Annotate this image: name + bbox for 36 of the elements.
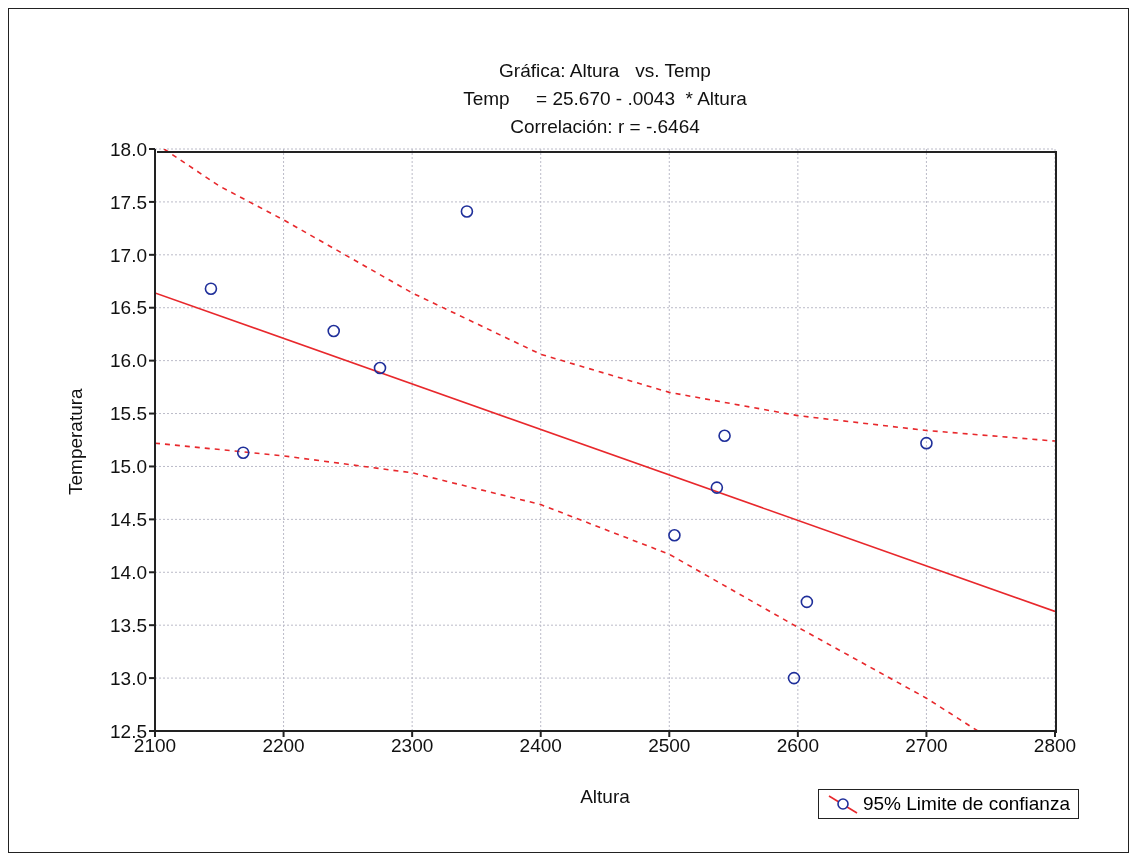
y-tick-label: 13.0 bbox=[110, 667, 147, 689]
x-tick-label: 2200 bbox=[262, 735, 305, 757]
y-tick-label: 13.5 bbox=[110, 614, 147, 636]
y-tick-label: 15.0 bbox=[110, 456, 147, 478]
y-tick-label: 15.5 bbox=[110, 403, 147, 425]
x-tick-label: 2700 bbox=[905, 735, 948, 757]
legend-label: 95% Limite de confianza bbox=[862, 793, 1070, 815]
line-series bbox=[155, 442, 979, 731]
point bbox=[710, 481, 724, 494]
x-tick-label: 2300 bbox=[391, 735, 434, 757]
chart-subtitle: Temp = 25.670 - .0043 * Altura Correlación: r = -.6464 bbox=[462, 87, 748, 139]
point bbox=[787, 671, 801, 685]
x-tick-label: 2800 bbox=[1033, 735, 1077, 757]
y-tick-label: 16.0 bbox=[110, 350, 147, 372]
y-tick-label: 14.5 bbox=[110, 509, 147, 531]
point bbox=[460, 205, 474, 218]
x-tick-label: 2400 bbox=[519, 735, 562, 757]
x-axis-title: Altura bbox=[580, 786, 631, 807]
point bbox=[920, 436, 933, 450]
y-tick-label: 16.5 bbox=[110, 297, 147, 319]
point bbox=[800, 595, 814, 609]
y-tick-label: 18.0 bbox=[110, 138, 147, 160]
point bbox=[718, 429, 731, 443]
y-tick-label: 17.0 bbox=[110, 244, 147, 266]
y-tick-label: 17.5 bbox=[110, 191, 147, 213]
chart-title: Gráfica: Altura vs. Temp bbox=[498, 59, 712, 83]
point bbox=[668, 528, 681, 542]
x-tick-label: 2600 bbox=[776, 735, 819, 757]
x-tick-label: 2500 bbox=[648, 735, 691, 757]
y-axis-title: Temperatura bbox=[64, 387, 86, 495]
point bbox=[327, 324, 341, 338]
line-series bbox=[163, 149, 1055, 442]
y-tick-label: 14.0 bbox=[110, 562, 147, 584]
point bbox=[204, 282, 218, 295]
point bbox=[373, 361, 387, 375]
point bbox=[236, 446, 250, 459]
